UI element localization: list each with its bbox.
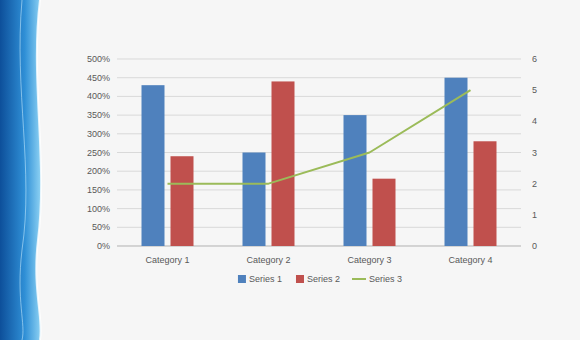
legend-label: Series 2: [307, 274, 340, 284]
y-tick-label: 0%: [97, 241, 110, 251]
legend-swatch: [296, 275, 304, 283]
bar: [243, 153, 266, 247]
bar: [142, 85, 165, 246]
y-tick-label: 200%: [87, 166, 110, 176]
y-tick-label: 500%: [87, 54, 110, 64]
bar: [171, 156, 194, 246]
x-tick-label: Category 4: [448, 255, 492, 265]
bar: [474, 141, 497, 246]
y-tick-label: 450%: [87, 73, 110, 83]
legend-item: Series 3: [352, 274, 402, 284]
y2-tick-label: 6: [532, 54, 537, 64]
y2-tick-label: 5: [532, 85, 537, 95]
y-tick-label: 50%: [92, 222, 110, 232]
y2-tick-label: 4: [532, 116, 537, 126]
legend-swatch: [352, 278, 366, 280]
chart-root: 0% 50% 100% 150% 200% 250% 300% 350% 400% 450% 500…: [0, 0, 580, 340]
line: [168, 90, 471, 184]
y-tick-label: 350%: [87, 110, 110, 120]
y-tick-label: 300%: [87, 129, 110, 139]
legend-label: Series 3: [369, 274, 402, 284]
grid-line: [117, 59, 521, 60]
slide-background: [0, 0, 580, 340]
y-tick-label: 400%: [87, 91, 110, 101]
legend-item: Series 1: [238, 274, 282, 284]
slide-band: [0, 0, 41, 340]
bar: [344, 115, 367, 246]
y2-tick-label: 1: [532, 210, 537, 220]
bar: [272, 81, 295, 246]
y2-tick-label: 2: [532, 179, 537, 189]
x-tick-label: Category 2: [246, 255, 290, 265]
slide-band-edge: [36, 0, 41, 340]
y-tick-label: 100%: [87, 204, 110, 214]
legend-swatch: [238, 275, 246, 283]
plot-marks: [142, 78, 497, 246]
x-tick-label: Category 3: [347, 255, 391, 265]
y2-tick-label: 3: [532, 148, 537, 158]
slide-band-line: [20, 0, 26, 340]
y2-tick-label: 0: [532, 241, 537, 251]
legend: Series 1 Series 2 Series 3: [238, 274, 402, 284]
bar: [373, 179, 396, 246]
legend-label: Series 1: [249, 274, 282, 284]
y-tick-label: 150%: [87, 185, 110, 195]
legend-item: Series 2: [296, 274, 340, 284]
y-tick-label: 250%: [87, 148, 110, 158]
x-tick-label: Category 1: [145, 255, 189, 265]
